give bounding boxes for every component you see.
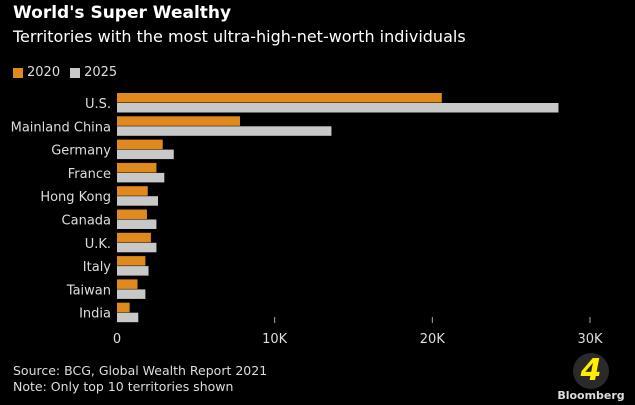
source-note: Source: BCG, Global Wealth Report 2021 bbox=[13, 363, 268, 378]
category-label: Hong Kong bbox=[40, 190, 111, 205]
watermark-logo: 4 Bloomberg bbox=[556, 353, 626, 405]
bar-2020 bbox=[117, 93, 442, 103]
bar-2025 bbox=[117, 219, 157, 229]
bar-2020 bbox=[117, 162, 157, 173]
legend-label: 2020 bbox=[27, 65, 61, 80]
category-label: U.S. bbox=[85, 97, 111, 112]
bar-2025 bbox=[117, 196, 158, 206]
logo-badge: 4 bbox=[573, 353, 609, 389]
legend-swatch bbox=[70, 67, 81, 78]
chart-title: World's Super Wealthy bbox=[13, 3, 232, 23]
category-label: France bbox=[68, 167, 111, 182]
legend: 2020 2025 bbox=[13, 65, 117, 80]
bar-2020 bbox=[117, 139, 163, 150]
category-label: Germany bbox=[51, 144, 111, 159]
x-tick-label: 30K bbox=[577, 332, 603, 347]
x-tick-label: 0 bbox=[113, 332, 121, 347]
bar-2025 bbox=[117, 103, 559, 113]
x-tick-label: 10K bbox=[262, 332, 288, 347]
bar-2025 bbox=[117, 266, 149, 276]
chart-subtitle: Territories with the most ultra-high-net… bbox=[13, 27, 466, 46]
bar-2020 bbox=[117, 279, 138, 289]
bar-2025 bbox=[117, 289, 146, 299]
category-label: Italy bbox=[83, 260, 112, 275]
legend-item-2025: 2025 bbox=[70, 65, 117, 80]
x-tick-label: 20K bbox=[420, 332, 446, 347]
category-label: Taiwan bbox=[66, 283, 111, 298]
bar-2025 bbox=[117, 126, 332, 136]
category-label: U.K. bbox=[85, 237, 111, 252]
bar-2020 bbox=[117, 302, 130, 313]
legend-item-2020: 2020 bbox=[13, 65, 60, 80]
bar-2025 bbox=[117, 149, 174, 160]
footnote: Note: Only top 10 territories shown bbox=[13, 379, 234, 394]
category-label: Canada bbox=[62, 214, 111, 229]
watermark-text: Bloomberg bbox=[557, 389, 625, 402]
bar-2025 bbox=[117, 312, 139, 323]
bar-2020 bbox=[117, 186, 148, 196]
bar-2025 bbox=[117, 172, 165, 183]
legend-swatch bbox=[13, 67, 23, 78]
bar-2020 bbox=[117, 116, 240, 126]
bar-2020 bbox=[117, 232, 151, 243]
category-label: India bbox=[79, 307, 111, 322]
bar-2020 bbox=[117, 256, 146, 266]
legend-label: 2025 bbox=[84, 65, 118, 80]
bar-2020 bbox=[117, 209, 147, 219]
category-label: Mainland China bbox=[11, 120, 111, 135]
bar-2025 bbox=[117, 242, 157, 253]
